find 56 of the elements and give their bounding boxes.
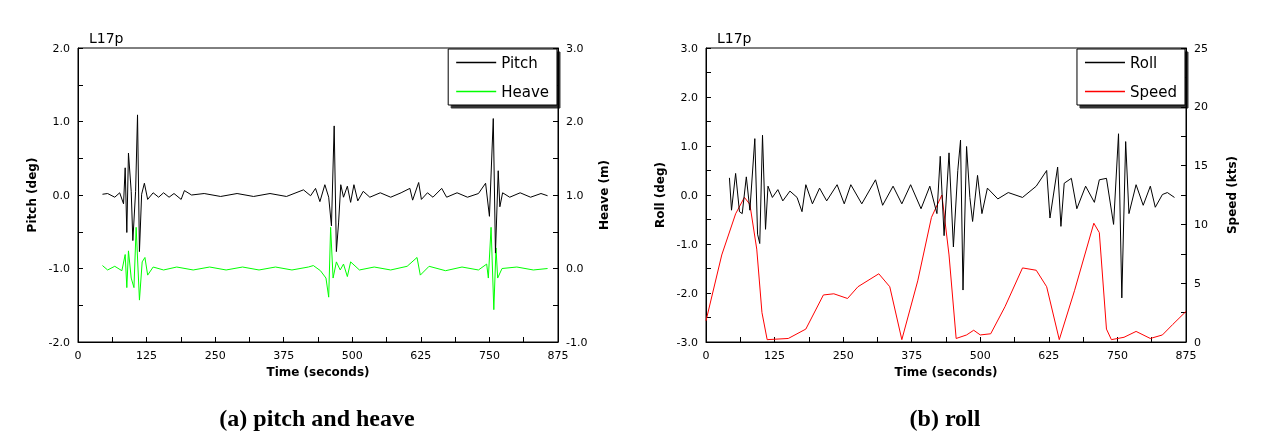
y-tick-label: -1.0 [48, 262, 70, 275]
y2-tick-label: 20 [1194, 100, 1208, 114]
x-axis-title: Time (seconds) [894, 364, 998, 379]
y2-tick-label: 2.0 [566, 115, 584, 128]
y-tick-label: 1.0 [680, 139, 698, 153]
line-series [101, 114, 549, 254]
x-tick-label: 125 [136, 349, 158, 362]
y-tick-label: 3.0 [680, 41, 698, 55]
y-tick-label: -3.0 [676, 335, 698, 349]
x-tick-label: 250 [204, 349, 226, 362]
y2-tick-label: 15 [1194, 159, 1208, 173]
y2-tick-label: 10 [1194, 217, 1208, 231]
y-axis-title: Pitch (deg) [24, 157, 39, 233]
legend-label: Pitch [501, 53, 538, 72]
legend-label: Heave [501, 82, 550, 101]
y-tick-label: -2.0 [48, 335, 70, 349]
chart-title: L17p [717, 30, 752, 46]
x-tick-label: 0 [74, 349, 82, 362]
line-series [728, 133, 1175, 299]
legend-label: Speed [1129, 82, 1178, 101]
x-tick-label: 750 [1106, 349, 1128, 362]
x-tick-label: 875 [547, 349, 569, 362]
y2-axis-title: Speed (kts) [1225, 155, 1239, 235]
x-tick-label: 375 [901, 349, 923, 362]
y2-tick-label: -1.0 [566, 335, 588, 349]
y2-axis-title: Heave (m) [597, 160, 612, 230]
y-tick-label: 0.0 [52, 188, 70, 202]
y2-tick-label: 3.0 [566, 41, 584, 55]
y2-tick-label: 1.0 [566, 188, 584, 202]
x-tick-label: 875 [1175, 349, 1197, 362]
x-tick-label: 375 [273, 349, 295, 362]
x-tick-label: 500 [969, 349, 991, 362]
y-tick-label: 2.0 [680, 90, 698, 104]
x-tick-label: 625 [410, 349, 432, 362]
y-tick-label: -2.0 [676, 286, 698, 300]
text: (b) roll [909, 405, 981, 431]
y2-tick-label: 0 [1194, 335, 1201, 349]
y-axis-title: Roll (deg) [652, 161, 667, 229]
x-axis-title: Time (seconds) [266, 364, 370, 379]
x-tick-label: 125 [764, 349, 786, 362]
text: (a) pitch and heave [219, 405, 416, 431]
y-tick-label: 0.0 [680, 188, 698, 202]
x-tick-label: 250 [832, 349, 854, 362]
x-tick-label: 500 [341, 349, 363, 362]
y2-tick-label: 5 [1194, 276, 1201, 290]
y-tick-label: -1.0 [676, 237, 698, 251]
y2-tick-label: 25 [1194, 41, 1208, 55]
chart-title: L17p [89, 30, 124, 46]
y2-tick-label: 0.0 [566, 262, 584, 275]
line-series [101, 226, 549, 311]
y-tick-label: 2.0 [52, 41, 70, 55]
legend-label: Roll [1129, 53, 1158, 72]
x-tick-label: 750 [478, 349, 500, 362]
x-tick-label: 0 [702, 349, 710, 362]
x-tick-label: 625 [1038, 349, 1060, 362]
y-tick-label: 1.0 [52, 115, 70, 128]
